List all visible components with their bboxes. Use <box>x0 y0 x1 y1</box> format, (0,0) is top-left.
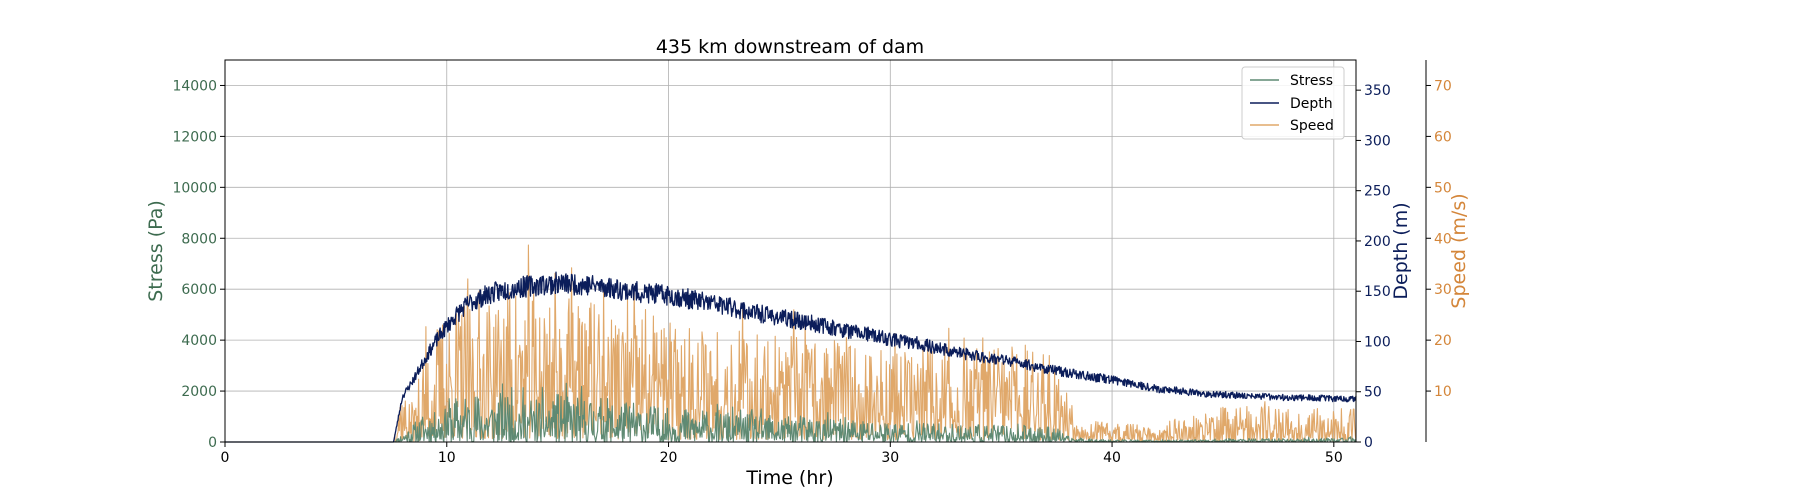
depth-axis-label: Depth (m) <box>1390 202 1412 299</box>
x-axis-label: Time (hr) <box>745 467 833 489</box>
speed-tick-label: 70 <box>1434 78 1452 94</box>
speed-tick-label: 20 <box>1434 333 1452 349</box>
legend-label-stress: Stress <box>1290 73 1333 89</box>
depth-tick-label: 200 <box>1364 234 1391 250</box>
legend: Stress Depth Speed <box>1241 66 1345 140</box>
depth-tick-label: 0 <box>1364 435 1373 451</box>
stress-tick-label: 14000 <box>172 78 217 94</box>
x-tick-label: 20 <box>660 450 678 466</box>
series-line-depth <box>224 271 1357 443</box>
legend-label-speed: Speed <box>1290 118 1334 134</box>
stress-axis-label: Stress (Pa) <box>145 200 167 302</box>
plot-area <box>224 244 1357 443</box>
x-tick-label: 0 <box>221 450 230 466</box>
depth-tick-label: 150 <box>1364 284 1391 300</box>
speed-tick-label: 10 <box>1434 384 1452 400</box>
legend-box <box>1241 66 1345 140</box>
stress-tick-label: 10000 <box>172 180 217 196</box>
depth-tick-label: 300 <box>1364 133 1391 149</box>
x-axis: 0 10 20 30 40 50 <box>221 442 1343 466</box>
stress-tick-label: 8000 <box>181 231 217 247</box>
stress-tick-label: 6000 <box>181 282 217 298</box>
speed-tick-label: 40 <box>1434 231 1452 247</box>
speed-tick-label: 30 <box>1434 282 1452 298</box>
chart-title: 435 km downstream of dam <box>656 36 924 58</box>
speed-axis: 10 20 30 40 50 60 70 <box>1425 60 1452 442</box>
speed-axis-label: Speed (m/s) <box>1448 193 1470 308</box>
stress-tick-label: 0 <box>208 435 217 451</box>
depth-tick-label: 350 <box>1364 83 1391 99</box>
x-tick-label: 10 <box>438 450 456 466</box>
stress-tick-label: 12000 <box>172 129 217 145</box>
depth-tick-label: 250 <box>1364 184 1391 200</box>
depth-tick-label: 100 <box>1364 334 1391 350</box>
speed-tick-label: 50 <box>1434 180 1452 196</box>
series-line-stress <box>225 382 1357 443</box>
x-tick-label: 30 <box>881 450 899 466</box>
depth-axis: 0 50 100 150 200 250 300 350 <box>1356 83 1391 451</box>
legend-label-depth: Depth <box>1290 96 1333 112</box>
speed-tick-label: 60 <box>1434 129 1452 145</box>
x-tick-label: 50 <box>1325 450 1343 466</box>
stress-tick-label: 2000 <box>181 384 217 400</box>
plot-frame <box>224 59 1357 443</box>
stress-tick-label: 4000 <box>181 333 217 349</box>
x-tick-label: 40 <box>1103 450 1121 466</box>
depth-tick-label: 50 <box>1364 385 1382 401</box>
stress-axis: 0 2000 4000 6000 8000 10000 12000 14000 <box>172 78 225 451</box>
